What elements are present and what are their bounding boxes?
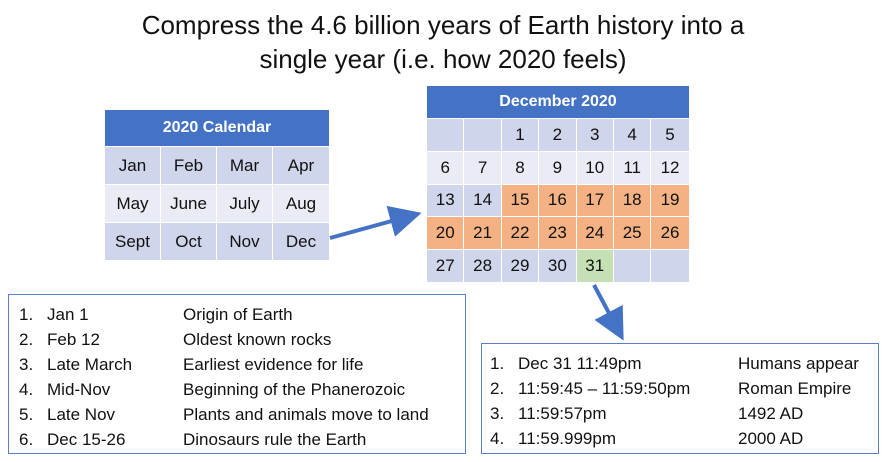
day-cell: 16	[539, 184, 577, 218]
day-cell: 17	[576, 184, 614, 218]
item-event: Origin of Earth	[183, 305, 293, 324]
item-event: Plants and animals move to land	[183, 405, 429, 424]
day-cell: 1	[501, 119, 540, 152]
item-number: 2.	[19, 330, 34, 349]
day-cell: 7	[464, 151, 502, 185]
day-cell: 20	[427, 217, 465, 251]
day-cell: 13	[427, 184, 465, 218]
item-number: 6.	[19, 430, 34, 449]
month-cell: Dec	[273, 223, 329, 261]
item-time: 11:59:57pm	[518, 404, 607, 423]
day-cell: 3	[576, 119, 614, 152]
item-time: 11:59:45 – 11:59:50pm	[518, 379, 691, 398]
page-title: Compress the 4.6 billion years of Earth …	[0, 8, 886, 76]
month-cell: Oct	[161, 223, 217, 261]
month-cell: Feb	[161, 147, 217, 185]
day-cell: 28	[464, 250, 502, 283]
day-cell: 25	[613, 217, 652, 251]
timeline-item: 5. Late Nov Plants and animals move to lan…	[19, 402, 465, 427]
day-cell: 11	[613, 151, 652, 185]
item-event: Oldest known rocks	[183, 330, 332, 349]
day-cell: 18	[613, 184, 652, 218]
month-cell: Sept	[105, 223, 161, 261]
item-number: 1.	[19, 305, 34, 324]
timeline-item: 2. Feb 12 Oldest known rocks	[19, 327, 465, 352]
calendar-2020-grid: Jan Feb Mar Apr May June July Aug Sept Oct Nov Dec	[105, 147, 329, 261]
arrow-to-dec31	[592, 284, 624, 341]
item-time: Jan 1	[47, 305, 89, 324]
day-cell: 9	[539, 151, 577, 185]
day-cell: 21	[464, 217, 502, 251]
day-cell: 19	[651, 184, 689, 218]
day-cell: 12	[651, 151, 689, 185]
day-cell: 8	[501, 151, 540, 185]
timeline-item: 1. Jan 1 Origin of Earth	[19, 302, 465, 327]
month-cell: May	[105, 185, 161, 223]
december-2020-grid: 1 2 3 4 5 6 7 8 9 10 11 12 13 14 15 16 17 18 19 20 21 22 23 24 2…	[427, 119, 689, 283]
empty-day-cell	[651, 250, 689, 283]
item-number: 2.	[490, 379, 505, 398]
timeline-item: 2. 11:59:45 – 11:59:50pm Roman Empire	[490, 376, 878, 401]
day-cell: 26	[651, 217, 689, 251]
month-cell: June	[161, 185, 217, 223]
day-cell: 14	[464, 184, 502, 218]
day-cell: 10	[576, 151, 614, 185]
item-time: Late March	[47, 355, 133, 374]
day-cell: 23	[539, 217, 577, 251]
item-event: 2000 AD	[738, 429, 804, 448]
dec31-timeline: 1. Dec 31 11:49pm Humans appear 2. 11:59:45 …	[481, 343, 879, 454]
item-time: Dec 31 11:49pm	[518, 354, 642, 373]
timeline-item: 4. 11:59.999pm 2000 AD	[490, 426, 878, 451]
month-cell: July	[217, 185, 273, 223]
day-cell: 5	[651, 119, 689, 152]
item-time: 11:59.999pm	[518, 429, 616, 448]
item-event: Roman Empire	[738, 379, 852, 398]
timeline-item: 6. Dec 15-26 Dinosaurs rule the Earth	[19, 427, 465, 452]
day-cell: 6	[427, 151, 465, 185]
day-cell: 22	[501, 217, 540, 251]
item-number: 4.	[490, 429, 505, 448]
item-time: Dec 15-26	[47, 430, 126, 449]
title-line-1: Compress the 4.6 billion years of Earth …	[141, 10, 745, 40]
arrow-to-december	[329, 205, 422, 240]
item-time: Mid-Nov	[47, 380, 111, 399]
timeline-item: 3. 11:59:57pm 1492 AD	[490, 401, 878, 426]
item-event: Humans appear	[738, 354, 859, 373]
month-cell: Jan	[105, 147, 161, 185]
day-cell: 24	[576, 217, 614, 251]
empty-day-cell	[464, 119, 502, 152]
earth-history-timeline: 1. Jan 1 Origin of Earth 2. Feb 12 Oldest kno…	[8, 294, 466, 454]
title-line-2: single year (i.e. how 2020 feels)	[259, 44, 627, 74]
timeline-item: 3. Late March Earliest evidence for life	[19, 352, 465, 377]
calendar-2020-header: 2020 Calendar	[105, 110, 329, 146]
item-number: 1.	[490, 354, 505, 373]
item-event: Dinosaurs rule the Earth	[183, 430, 367, 449]
item-event: 1492 AD	[738, 404, 804, 423]
empty-day-cell	[613, 250, 652, 283]
empty-day-cell	[427, 119, 465, 152]
item-number: 4.	[19, 380, 34, 399]
month-cell: Aug	[273, 185, 329, 223]
item-number: 5.	[19, 405, 34, 424]
month-cell: Nov	[217, 223, 273, 261]
item-event: Beginning of the Phanerozoic	[183, 380, 406, 399]
day-cell: 31	[576, 250, 614, 283]
day-cell: 27	[427, 250, 465, 283]
item-number: 3.	[19, 355, 34, 374]
day-cell: 30	[539, 250, 577, 283]
item-time: Feb 12	[47, 330, 100, 349]
month-cell: Mar	[217, 147, 273, 185]
month-cell: Apr	[273, 147, 329, 185]
december-2020-header: December 2020	[427, 86, 689, 118]
item-time: Late Nov	[47, 405, 116, 424]
day-cell: 2	[539, 119, 577, 152]
day-cell: 15	[501, 184, 540, 218]
timeline-item: 4. Mid-Nov Beginning of the Phanerozoic	[19, 377, 465, 402]
item-event: Earliest evidence for life	[183, 355, 364, 374]
day-cell: 4	[613, 119, 652, 152]
day-cell: 29	[501, 250, 540, 283]
timeline-item: 1. Dec 31 11:49pm Humans appear	[490, 351, 878, 376]
item-number: 3.	[490, 404, 505, 423]
